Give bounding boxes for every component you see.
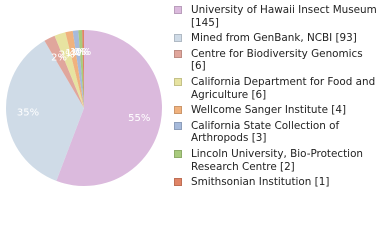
pie-slice bbox=[78, 30, 84, 109]
slice-label: 55% bbox=[128, 113, 150, 124]
legend: University of Hawaii Insect Museum [145]… bbox=[172, 4, 378, 189]
legend-label: California State Collection of Arthropod… bbox=[191, 119, 340, 145]
legend-swatch bbox=[174, 49, 182, 58]
legend-swatch bbox=[174, 178, 182, 187]
slice-label: 1% bbox=[70, 47, 86, 58]
legend-swatch bbox=[174, 6, 182, 14]
legend-label: Centre for Biodiversity Genomics [6] bbox=[191, 47, 363, 73]
pie-slice bbox=[72, 30, 84, 108]
legend-item: Centre for Biodiversity Genomics [6] bbox=[172, 48, 378, 73]
slice-label: 2% bbox=[59, 50, 75, 61]
pie-slice bbox=[44, 35, 84, 108]
slice-label: 0% bbox=[75, 47, 91, 58]
legend-item: Smithsonian Institution [1] bbox=[172, 176, 378, 189]
legend-swatch bbox=[174, 149, 182, 158]
pie-slice bbox=[56, 30, 162, 186]
legend-label: University of Hawaii Insect Museum [145] bbox=[191, 4, 377, 29]
legend-label: California Department for Food and Agric… bbox=[191, 75, 376, 101]
pie-slice bbox=[5, 40, 85, 181]
slice-label: 1% bbox=[65, 48, 81, 59]
legend-swatch bbox=[174, 121, 182, 130]
chart: 55%35%2%2%1%1%0%0% bbox=[5, 30, 162, 186]
pie-slice bbox=[54, 32, 84, 108]
legend-label: Smithsonian Institution [1] bbox=[191, 176, 330, 189]
legend-label: Wellcome Sanger Institute [4] bbox=[191, 104, 347, 117]
legend-item: Lincoln University, Bio-Protection Resea… bbox=[172, 148, 378, 173]
legend-swatch bbox=[174, 106, 182, 115]
legend-swatch bbox=[174, 34, 182, 43]
legend-label: Lincoln University, Bio-Protection Resea… bbox=[191, 147, 364, 173]
legend-item: Wellcome Sanger Institute [4] bbox=[172, 104, 378, 117]
legend-item: California State Collection of Arthropod… bbox=[172, 120, 378, 145]
legend-item: Mined from GenBank, NCBI [93] bbox=[172, 32, 378, 45]
pie-slice bbox=[82, 30, 84, 108]
legend-item: University of Hawaii Insect Museum [145] bbox=[172, 4, 378, 29]
pie-slice bbox=[65, 30, 84, 109]
legend-label: Mined from GenBank, NCBI [93] bbox=[191, 32, 357, 45]
slice-label: 0% bbox=[73, 47, 89, 58]
legend-item: California Department for Food and Agric… bbox=[172, 76, 378, 101]
legend-swatch bbox=[174, 77, 182, 86]
slice-label: 2% bbox=[51, 53, 67, 64]
slice-label: 35% bbox=[17, 108, 39, 119]
